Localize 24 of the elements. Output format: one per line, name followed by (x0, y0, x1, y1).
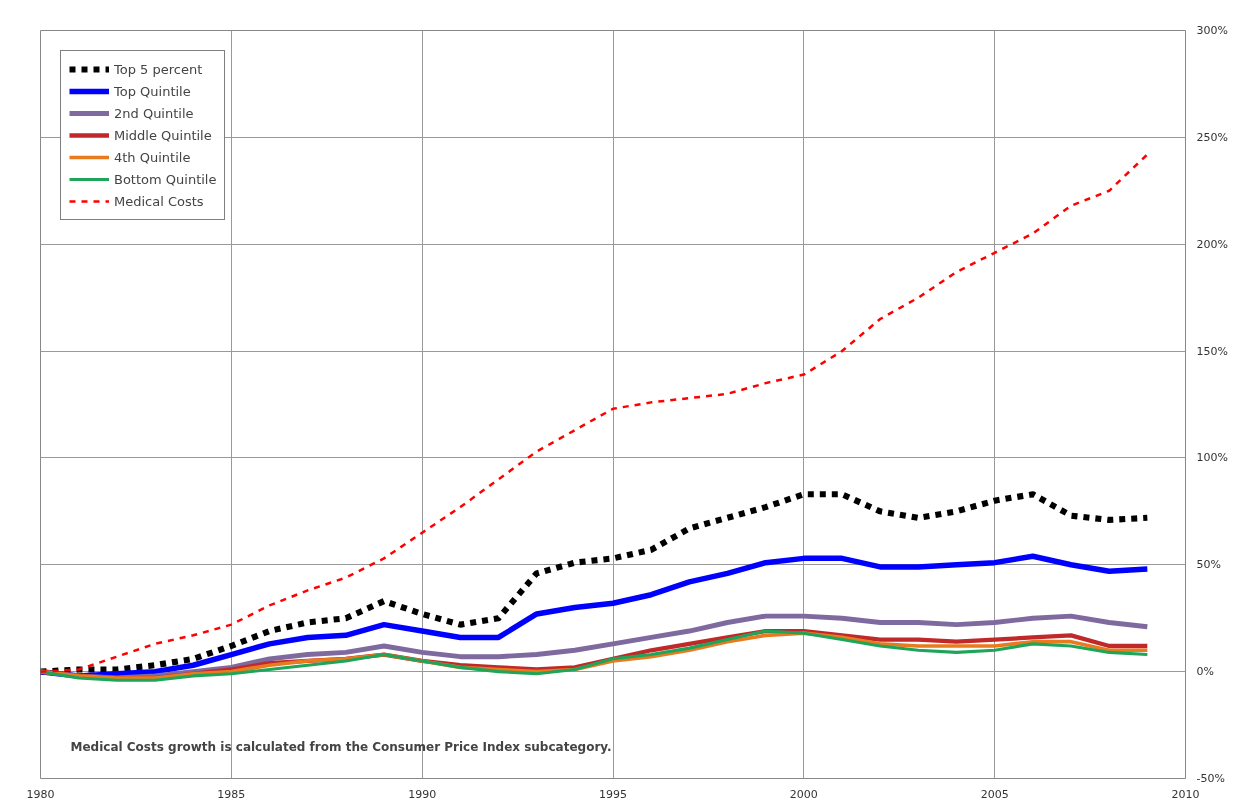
x-tick-label: 2010 (1171, 787, 1200, 801)
y-tick-label: 50% (1196, 558, 1221, 572)
y-tick-label: 200% (1196, 237, 1228, 251)
legend-label: 2nd Quintile (114, 105, 194, 121)
legend-label: Top Quintile (114, 83, 191, 99)
x-tick-label: 2005 (980, 787, 1009, 801)
x-tick-label: 1995 (599, 787, 627, 801)
legend-label: Top 5 percent (114, 61, 203, 77)
x-tick-label: 1980 (26, 787, 55, 801)
line-series (40, 153, 1149, 673)
y-tick-label: 250% (1196, 130, 1228, 144)
x-tick-label: 2000 (789, 787, 818, 801)
x-tick-label: 1990 (408, 787, 437, 801)
y-tick-label: 150% (1196, 344, 1228, 358)
legend-label: Bottom Quintile (114, 171, 217, 187)
x-tick-label: 1985 (217, 787, 246, 801)
legend-label: Middle Quintile (114, 127, 212, 143)
y-tick-label: 0% (1196, 665, 1214, 679)
y-tick-label: 300% (1196, 24, 1228, 37)
legend-label: 4th Quintile (114, 149, 191, 165)
y-tick-label: 100% (1196, 451, 1228, 465)
annotation: Medical Costs growth is calculated from the Consumer Price Index subcategory. (70, 739, 612, 754)
legend-label: Medical Costs (114, 193, 204, 209)
y-tick-label: -50% (1196, 772, 1225, 785)
